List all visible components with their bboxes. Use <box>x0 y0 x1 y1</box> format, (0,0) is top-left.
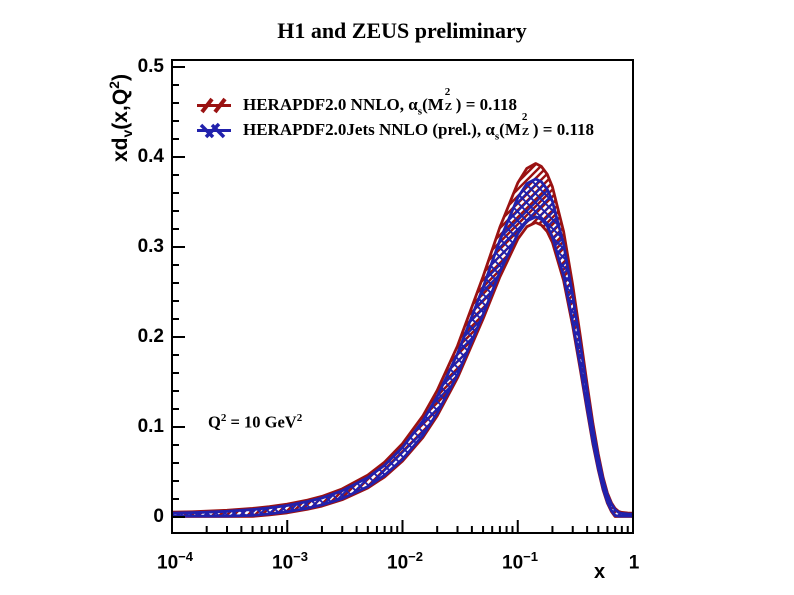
legend-label: HERAPDF2.0 NNLO, αs(M 2 Z) = 0.118 <box>243 85 517 118</box>
q2-annotation: Q2 = 10 GeV2 <box>208 412 303 432</box>
y-tick-label-0.5: 0.5 <box>137 56 164 77</box>
legend-entry-herapdf-jets-nnlo: HERAPDF2.0Jets NNLO (prel.), αs(M 2 Z) = 0… <box>195 110 595 143</box>
y-tick-label-0.3: 0.3 <box>137 236 164 257</box>
x-axis-title: x <box>594 561 606 583</box>
x-tick-label-1e-1: 10−1 <box>502 549 538 574</box>
page-title: H1 and ZEUS preliminary <box>277 18 527 43</box>
legend-entry-herapdf-nnlo: HERAPDF2.0 NNLO, αs(M 2 Z) = 0.118 <box>195 85 517 118</box>
legend-label: HERAPDF2.0Jets NNLO (prel.), αs(M 2 Z) = 0… <box>243 110 595 143</box>
y-tick-label-0.4: 0.4 <box>137 146 164 167</box>
x-tick-label-1e-3: 10−3 <box>272 549 308 574</box>
x-tick-label-1e-4: 10−4 <box>157 549 193 574</box>
red-diagonal-hatch-marker-icon <box>197 97 231 113</box>
y-tick-label-0.2: 0.2 <box>137 326 164 347</box>
y-tick-label-0: 0 <box>153 506 164 527</box>
x-tick-label-1e-2: 10−2 <box>387 549 423 574</box>
blue-cross-hatch-marker-icon <box>197 122 231 138</box>
x-tick-label-1: 1 <box>628 552 640 574</box>
y-tick-label-0.1: 0.1 <box>137 416 164 437</box>
